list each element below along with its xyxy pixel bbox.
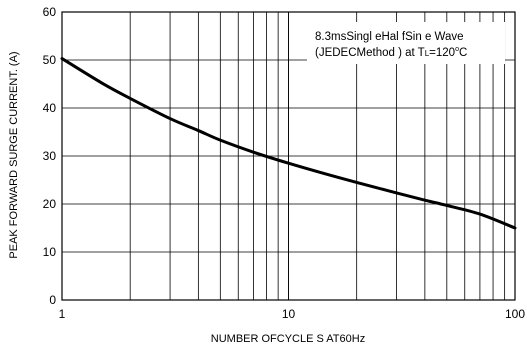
x-tick-label: 100 [505,307,525,321]
tick-labels: 0 10 20 30 40 50 60 1 10 100 [43,5,526,321]
annotation-line-2-prefix: (JEDECMethod ) at T [315,47,425,59]
y-tick-label: 50 [43,53,57,67]
y-tick-label: 10 [43,245,57,259]
x-tick-label: 10 [282,307,296,321]
y-tick-label: 40 [43,101,57,115]
annotation-box [307,22,505,64]
plot-border [61,11,516,301]
annotation-line-2-suffix: C [459,47,467,59]
y-axis-label: PEAK FORWARD SURGE CURRENT. (A) [8,51,20,258]
annotation-line-2-subscript: L [425,49,430,58]
series-line [60,57,517,230]
y-tick-label: 30 [43,149,57,163]
y-tick-label: 60 [43,5,57,19]
y-tick-label: 20 [43,197,57,211]
x-axis-label: NUMBER OFCYCLE S AT60Hz [211,333,365,345]
annotation-line-2-superscript: o [455,46,459,53]
annotation-line-2: (JEDECMethod ) at TL=120oC [315,46,467,59]
y-tick-label: 0 [49,293,56,307]
annotation-line-2-mid: =120 [429,47,455,59]
annotation-line-1: 8.3msSingl eHal fSin e Wave [315,31,464,43]
x-tick-label: 1 [59,307,66,321]
